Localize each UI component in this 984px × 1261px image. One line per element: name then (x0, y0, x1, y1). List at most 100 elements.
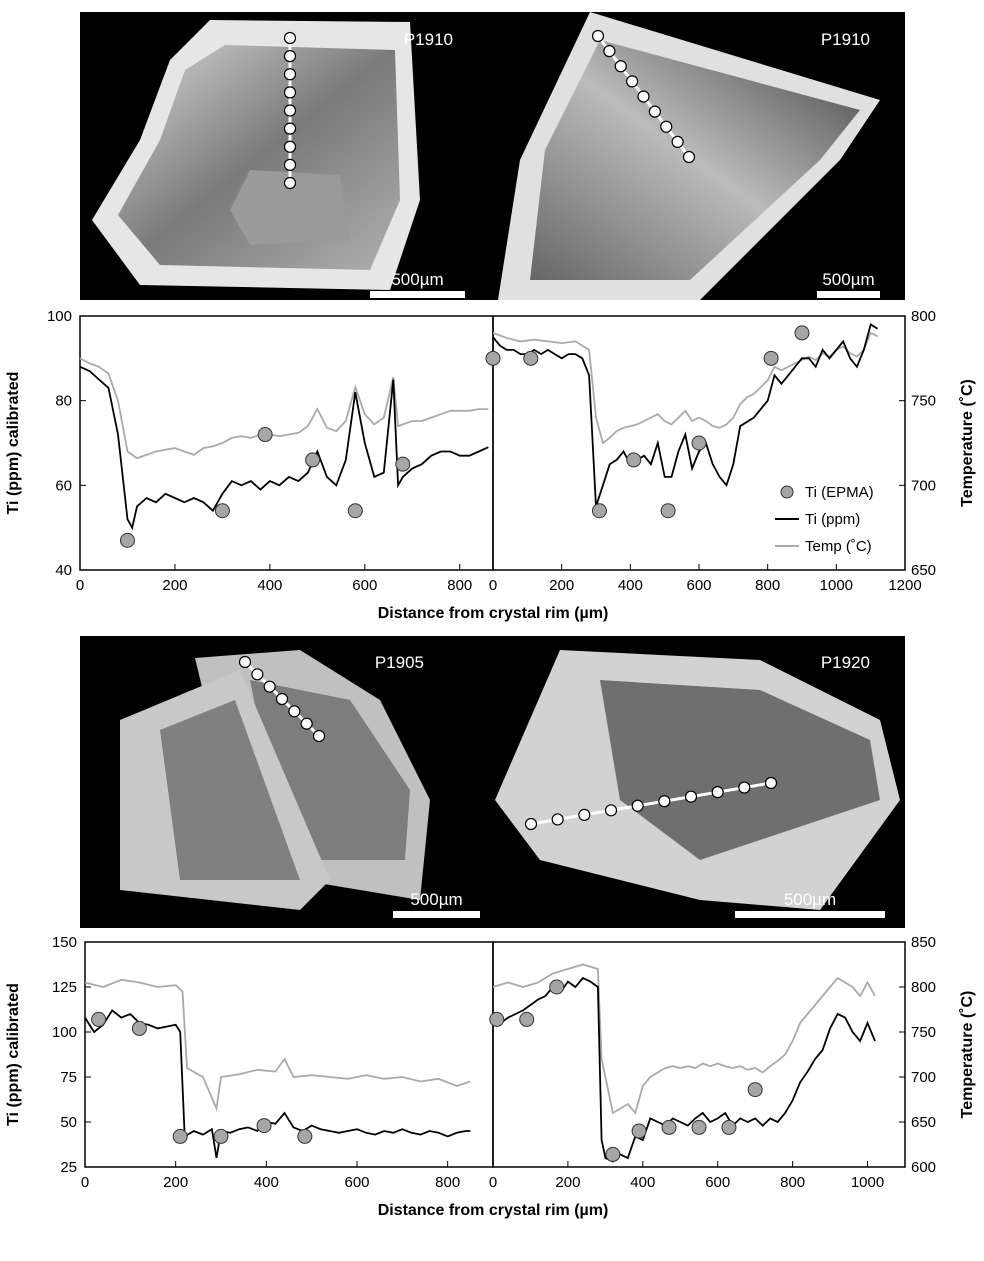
analysis-spot (604, 46, 615, 57)
x-tick-label: 200 (549, 577, 574, 594)
y2-axis-label: Temperature (˚C) (959, 991, 976, 1119)
x-tick-label: 800 (447, 577, 472, 594)
x-tick-label: 400 (257, 577, 282, 594)
x-tick-label: 600 (352, 577, 377, 594)
data-point (258, 428, 272, 442)
data-point (120, 533, 134, 547)
data-point (486, 351, 500, 365)
data-point (215, 504, 229, 518)
y2-tick-label: 700 (911, 1069, 936, 1086)
y-tick-label: 60 (55, 477, 72, 494)
y-axis-label: Ti (ppm) calibrated (5, 983, 22, 1126)
figure: P1910500µmP1910500µmP1905500µmP1920500µm… (0, 0, 984, 1256)
y2-tick-label: 750 (911, 393, 936, 410)
data-point (520, 1012, 534, 1026)
x-tick-label: 600 (344, 1174, 369, 1191)
y-tick-label: 150 (52, 934, 77, 951)
data-point (795, 326, 809, 340)
analysis-spot (240, 657, 251, 668)
data-point (490, 1012, 504, 1026)
data-point (722, 1120, 736, 1134)
x-tick-label: 1200 (888, 577, 921, 594)
data-point (348, 504, 362, 518)
analysis-spot (285, 123, 296, 134)
data-point (92, 1012, 106, 1026)
x-tick-label: 1000 (851, 1174, 884, 1191)
analysis-spot (627, 76, 638, 87)
scale-label: 500µm (822, 270, 874, 289)
data-point (257, 1119, 271, 1133)
x-tick-label: 0 (489, 577, 497, 594)
y2-tick-label: 800 (911, 308, 936, 325)
data-point (306, 453, 320, 467)
y2-tick-label: 700 (911, 477, 936, 494)
y-tick-label: 80 (55, 393, 72, 410)
scale-bar (393, 911, 480, 918)
y2-tick-label: 600 (911, 1159, 936, 1176)
series-line (85, 980, 470, 1109)
legend-label: Ti (ppm) (805, 511, 860, 528)
y-tick-label: 50 (60, 1114, 77, 1131)
analysis-spot (686, 791, 697, 802)
series-line (80, 358, 488, 458)
data-point (298, 1129, 312, 1143)
data-point (592, 504, 606, 518)
analysis-spot (766, 778, 777, 789)
legend-marker (781, 486, 793, 498)
analysis-spot (285, 159, 296, 170)
analysis-spot (314, 731, 325, 742)
analysis-spot (579, 809, 590, 820)
analysis-spot (659, 796, 670, 807)
y-axis-label: Ti (ppm) calibrated (5, 372, 22, 515)
data-point (132, 1021, 146, 1035)
analysis-spot (739, 782, 750, 793)
x-tick-label: 0 (489, 1174, 497, 1191)
analysis-spot (264, 681, 275, 692)
analysis-spot (285, 141, 296, 152)
data-point (524, 351, 538, 365)
data-point (214, 1129, 228, 1143)
analysis-spot (526, 819, 537, 830)
y2-axis-label: Temperature (˚C) (959, 379, 976, 507)
scale-label: 500µm (410, 890, 462, 909)
analysis-spot (615, 61, 626, 72)
analysis-spot (552, 814, 563, 825)
y-tick-label: 100 (52, 1024, 77, 1041)
scale-label: 500µm (391, 270, 443, 289)
analysis-spot (285, 105, 296, 116)
x-tick-label: 200 (555, 1174, 580, 1191)
x-tick-label: 200 (162, 577, 187, 594)
plot-frame (80, 316, 493, 570)
x-tick-label: 400 (630, 1174, 655, 1191)
image-label: P1910 (821, 30, 870, 49)
x-axis-label: Distance from crystal rim (µm) (378, 1202, 609, 1219)
y2-tick-label: 850 (911, 934, 936, 951)
scale-bar (735, 911, 885, 918)
y-tick-label: 40 (55, 562, 72, 579)
y2-tick-label: 750 (911, 1024, 936, 1041)
image-label: P1910 (404, 30, 453, 49)
y2-tick-label: 800 (911, 979, 936, 996)
analysis-spot (301, 718, 312, 729)
x-tick-label: 1000 (820, 577, 853, 594)
data-point (173, 1129, 187, 1143)
x-tick-label: 200 (163, 1174, 188, 1191)
analysis-spot (632, 800, 643, 811)
scale-label: 500µm (784, 890, 836, 909)
analysis-spot (285, 87, 296, 98)
series-line (493, 333, 878, 443)
image-label: P1920 (821, 653, 870, 672)
x-tick-label: 400 (254, 1174, 279, 1191)
analysis-spot (277, 694, 288, 705)
analysis-spot (289, 706, 300, 717)
x-tick-label: 800 (435, 1174, 460, 1191)
data-point (632, 1124, 646, 1138)
analysis-spot (672, 136, 683, 147)
series-line (80, 367, 488, 528)
analysis-spot (285, 51, 296, 62)
y2-tick-label: 650 (911, 562, 936, 579)
y-tick-label: 75 (60, 1069, 77, 1086)
legend-label: Ti (EPMA) (805, 484, 874, 501)
data-point (662, 1120, 676, 1134)
analysis-spot (684, 152, 695, 163)
